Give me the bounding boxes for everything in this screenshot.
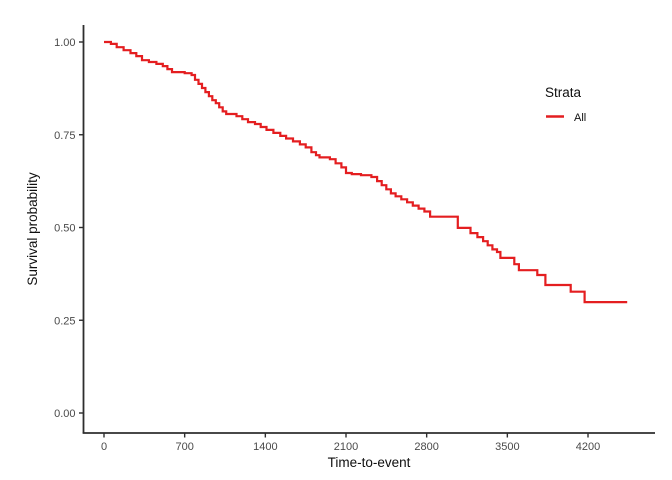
x-tick-label: 4200 <box>576 441 600 453</box>
x-tick-label: 2800 <box>414 441 438 453</box>
y-tick-label: 0.25 <box>54 315 75 327</box>
x-tick-label: 0 <box>101 441 107 453</box>
x-tick-label: 1400 <box>253 441 277 453</box>
legend-label-all: All <box>574 112 586 124</box>
x-tick-label: 3500 <box>495 441 519 453</box>
y-tick-label: 1.00 <box>54 37 75 49</box>
x-tick-label: 2100 <box>334 441 358 453</box>
survival-curve-all <box>104 40 628 304</box>
y-tick-label: 0.50 <box>54 223 75 235</box>
legend: Strata All <box>545 85 586 124</box>
y-tick-label: 0.75 <box>54 130 75 142</box>
y-axis-title: Survival probability <box>25 172 40 286</box>
y-axis-ticks: 0.00 0.25 0.50 0.75 1.00 <box>54 37 84 420</box>
x-tick-label: 700 <box>175 441 193 453</box>
legend-title: Strata <box>545 85 582 100</box>
x-axis-ticks: 0 700 1400 2100 2800 3500 4200 <box>101 433 600 453</box>
y-tick-label: 0.00 <box>54 408 75 420</box>
x-axis-title: Time-to-event <box>328 455 411 470</box>
